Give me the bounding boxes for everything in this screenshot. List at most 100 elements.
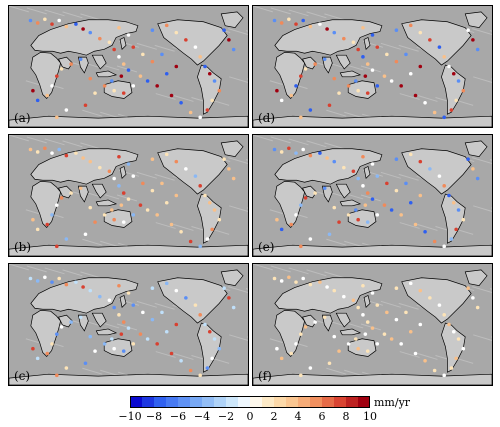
bathymetry-texture bbox=[270, 7, 291, 15]
station-marker bbox=[31, 346, 35, 351]
station-marker bbox=[98, 165, 102, 170]
coastline bbox=[335, 54, 351, 70]
bathymetry-texture bbox=[473, 334, 492, 341]
station-marker bbox=[222, 286, 226, 290]
coastline bbox=[253, 115, 492, 127]
station-marker bbox=[423, 230, 427, 234]
station-marker bbox=[98, 36, 102, 41]
coastline bbox=[253, 244, 492, 256]
bathymetry-texture bbox=[360, 194, 382, 202]
station-marker bbox=[365, 320, 370, 324]
colorbar-tick-label: −6 bbox=[169, 410, 187, 423]
station-marker bbox=[466, 157, 470, 161]
bathymetry-texture bbox=[380, 42, 401, 50]
station-marker bbox=[207, 200, 212, 205]
panel-label: (a) bbox=[14, 111, 31, 125]
station-marker bbox=[353, 337, 358, 341]
station-marker bbox=[449, 366, 454, 370]
station-marker bbox=[78, 315, 83, 320]
station-marker bbox=[447, 64, 451, 69]
coastline bbox=[464, 140, 488, 158]
station-marker bbox=[447, 193, 451, 198]
station-marker bbox=[131, 84, 136, 88]
station-marker bbox=[303, 67, 308, 71]
station-marker bbox=[207, 329, 212, 334]
bathymetry-texture bbox=[229, 76, 248, 83]
coastline bbox=[401, 277, 472, 324]
station-marker bbox=[222, 157, 226, 161]
station-marker bbox=[145, 208, 150, 212]
station-marker bbox=[308, 282, 313, 287]
station-marker bbox=[456, 208, 461, 212]
station-marker bbox=[174, 193, 179, 198]
coastline bbox=[321, 185, 333, 203]
station-marker bbox=[164, 281, 169, 286]
world-map bbox=[9, 6, 248, 127]
station-marker bbox=[50, 213, 54, 217]
station-marker bbox=[78, 57, 83, 62]
station-marker bbox=[327, 232, 332, 236]
colorbar-segment bbox=[346, 396, 359, 408]
station-marker bbox=[308, 237, 313, 241]
bathymetry-texture bbox=[154, 173, 175, 181]
station-marker bbox=[35, 150, 40, 154]
station-marker bbox=[356, 176, 360, 181]
station-marker bbox=[461, 217, 466, 222]
station-marker bbox=[35, 21, 40, 25]
station-marker bbox=[461, 88, 466, 93]
bathymetry-texture bbox=[82, 238, 103, 246]
station-marker bbox=[451, 200, 456, 205]
station-marker bbox=[442, 244, 446, 249]
coastline bbox=[197, 193, 222, 244]
station-marker bbox=[155, 213, 159, 217]
bathymetry-texture bbox=[398, 173, 419, 181]
station-marker bbox=[126, 68, 131, 72]
station-marker bbox=[160, 181, 164, 186]
station-marker bbox=[150, 188, 155, 193]
station-marker bbox=[198, 55, 202, 59]
station-marker bbox=[361, 26, 365, 30]
station-marker bbox=[418, 30, 423, 35]
station-marker bbox=[375, 342, 380, 346]
station-marker bbox=[382, 203, 387, 207]
station-marker bbox=[370, 68, 375, 72]
station-marker bbox=[375, 213, 380, 217]
station-marker bbox=[432, 110, 437, 115]
station-marker bbox=[363, 203, 368, 207]
station-marker bbox=[117, 184, 121, 188]
bathymetry-texture bbox=[288, 9, 309, 17]
station-marker bbox=[198, 115, 202, 120]
station-marker bbox=[210, 98, 214, 103]
station-marker bbox=[78, 186, 83, 191]
station-marker bbox=[112, 217, 116, 222]
coastline bbox=[9, 244, 248, 256]
station-marker bbox=[365, 220, 370, 224]
coastline bbox=[9, 115, 248, 127]
coastline bbox=[274, 19, 383, 56]
station-marker bbox=[325, 156, 329, 160]
station-marker bbox=[203, 322, 207, 327]
station-marker bbox=[325, 27, 329, 31]
bathymetry-texture bbox=[82, 109, 103, 117]
station-marker bbox=[198, 244, 202, 249]
station-marker bbox=[131, 174, 136, 178]
station-marker bbox=[279, 150, 284, 154]
coastline bbox=[58, 185, 73, 199]
station-marker bbox=[279, 279, 284, 283]
station-marker bbox=[299, 203, 303, 207]
station-marker bbox=[394, 157, 399, 161]
station-marker bbox=[337, 220, 341, 224]
panel-label: (e) bbox=[258, 240, 275, 254]
colorbar-segment bbox=[334, 396, 347, 408]
colorbar-tick-label: −2 bbox=[217, 410, 235, 423]
bathymetry-texture bbox=[417, 95, 438, 102]
bathymetry-texture bbox=[472, 28, 492, 35]
coastline bbox=[441, 322, 466, 373]
station-marker bbox=[389, 337, 394, 341]
station-marker bbox=[351, 40, 356, 45]
station-marker bbox=[475, 305, 480, 310]
station-marker bbox=[207, 71, 212, 76]
station-marker bbox=[45, 222, 50, 227]
world-map bbox=[253, 264, 492, 385]
station-marker bbox=[164, 200, 169, 205]
